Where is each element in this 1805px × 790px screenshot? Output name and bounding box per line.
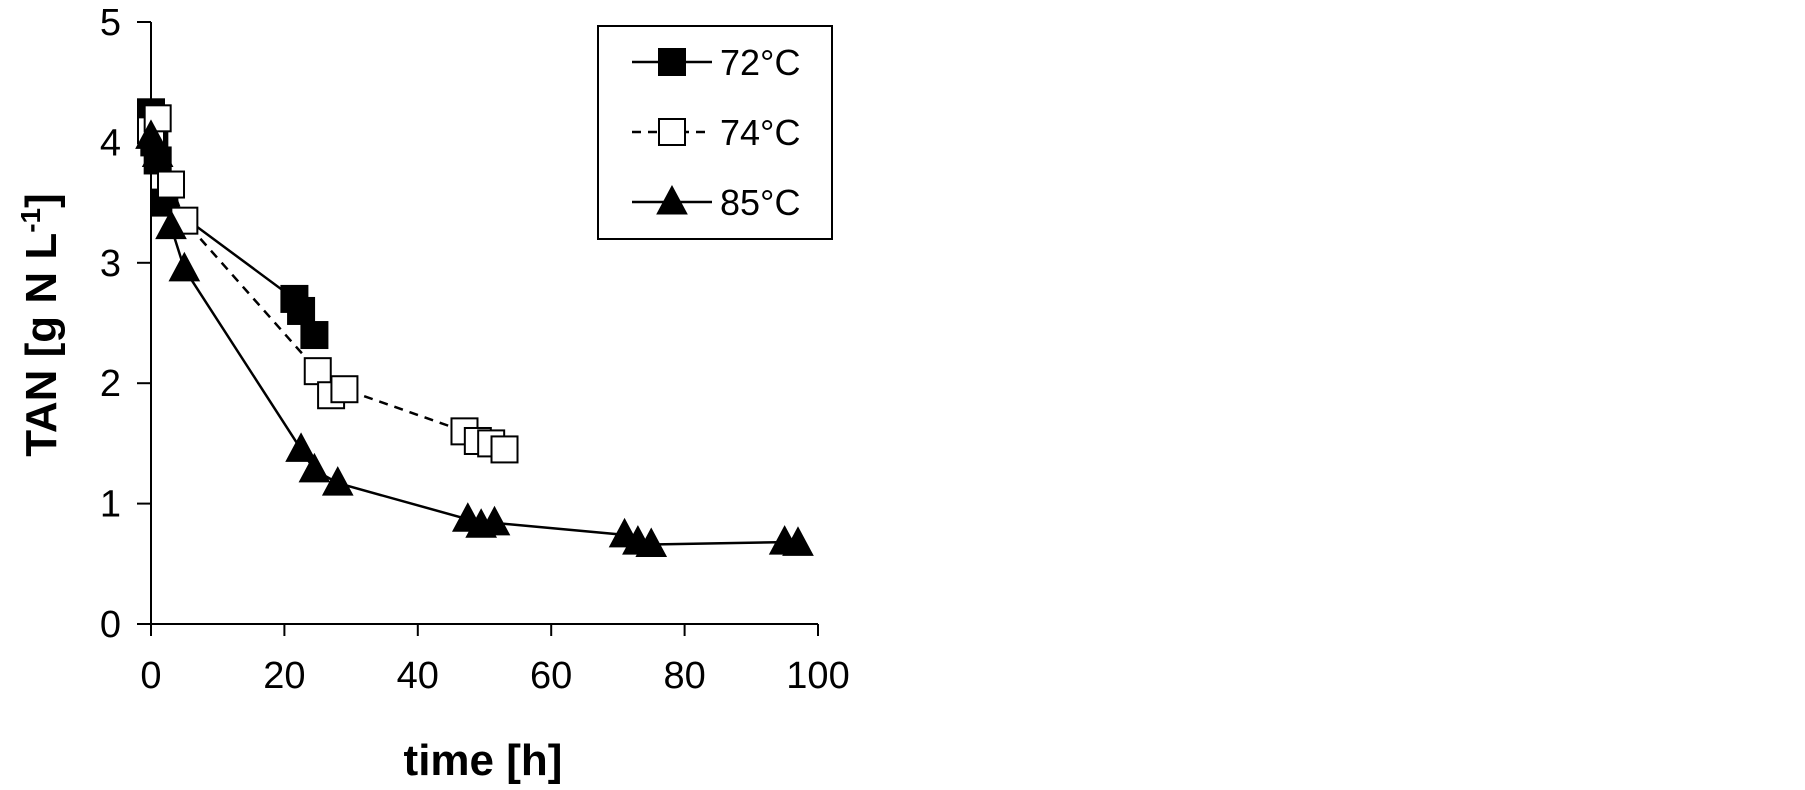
data-point (300, 321, 329, 350)
data-point (155, 209, 187, 240)
legend-label: 74°C (720, 112, 800, 153)
tick-labels: 0 1 2 3 4 5 0 20 40 60 80 100 (100, 2, 850, 697)
x-tick-label: 100 (786, 655, 849, 697)
x-tick-label: 40 (397, 655, 439, 697)
y-axis-title-main: TAN [g N L (17, 233, 66, 457)
y-tick-label: 4 (100, 122, 121, 164)
data-point (298, 452, 331, 483)
x-tick-label: 0 (140, 655, 161, 697)
data-point (285, 432, 317, 462)
data-point (303, 357, 332, 386)
legend-marker (658, 118, 686, 146)
y-tick-label: 5 (100, 2, 121, 44)
x-tick-label: 80 (663, 655, 705, 697)
data-point (782, 526, 814, 556)
x-tick-label: 20 (263, 655, 305, 697)
data-point (287, 296, 316, 325)
y-tick-label: 3 (100, 243, 121, 285)
legend-label: 72°C (720, 42, 800, 83)
legend-marker (656, 184, 688, 215)
y-tick-label: 2 (100, 363, 121, 405)
series-markers (135, 98, 814, 558)
legend: 72°C 74°C 85°C (597, 25, 833, 240)
data-point (330, 375, 359, 404)
legend-marker (658, 48, 686, 76)
y-axis-title-sup: -1 (15, 208, 46, 233)
y-tick-label: 0 (100, 604, 121, 646)
data-point (141, 137, 174, 167)
data-point (635, 527, 668, 558)
legend-label: 85°C (720, 182, 800, 223)
data-point (490, 435, 519, 464)
data-point (321, 466, 354, 496)
y-axis-title: TAN [g N L-1] (15, 193, 66, 457)
data-point (478, 505, 511, 536)
data-point (157, 170, 186, 199)
data-point (168, 251, 201, 282)
x-tick-label: 60 (530, 655, 572, 697)
y-tick-label: 1 (100, 484, 121, 526)
y-axis-title-close: ] (17, 193, 66, 208)
x-axis-title: time [h] (404, 736, 563, 785)
